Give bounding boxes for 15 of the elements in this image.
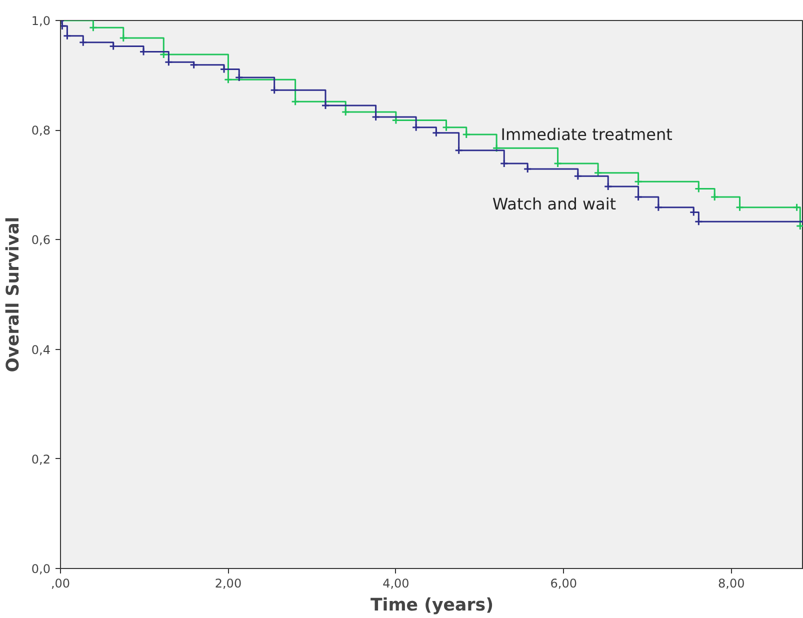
x-tick-label: 4,00	[382, 576, 410, 590]
series-label: Immediate treatment	[500, 124, 672, 144]
y-tick-label: 0,6	[31, 233, 51, 248]
x-tick-label: ,00	[50, 576, 70, 590]
x-tick-label: 2,00	[214, 576, 242, 590]
y-tick-label: 1,0	[31, 14, 51, 28]
x-tick-label: 6,00	[550, 576, 578, 590]
y-axis-title: Overall Survival	[3, 216, 24, 372]
x-tick-label: 8,00	[718, 576, 745, 590]
x-axis-title: Time (years)	[370, 596, 494, 616]
y-tick-label: 0,8	[31, 124, 51, 138]
series-label: Watch and wait	[492, 194, 616, 214]
y-tick-label: 0,0	[31, 562, 51, 576]
y-tick-label: 0,2	[31, 452, 51, 466]
y-tick-label: 0,4	[31, 342, 51, 357]
